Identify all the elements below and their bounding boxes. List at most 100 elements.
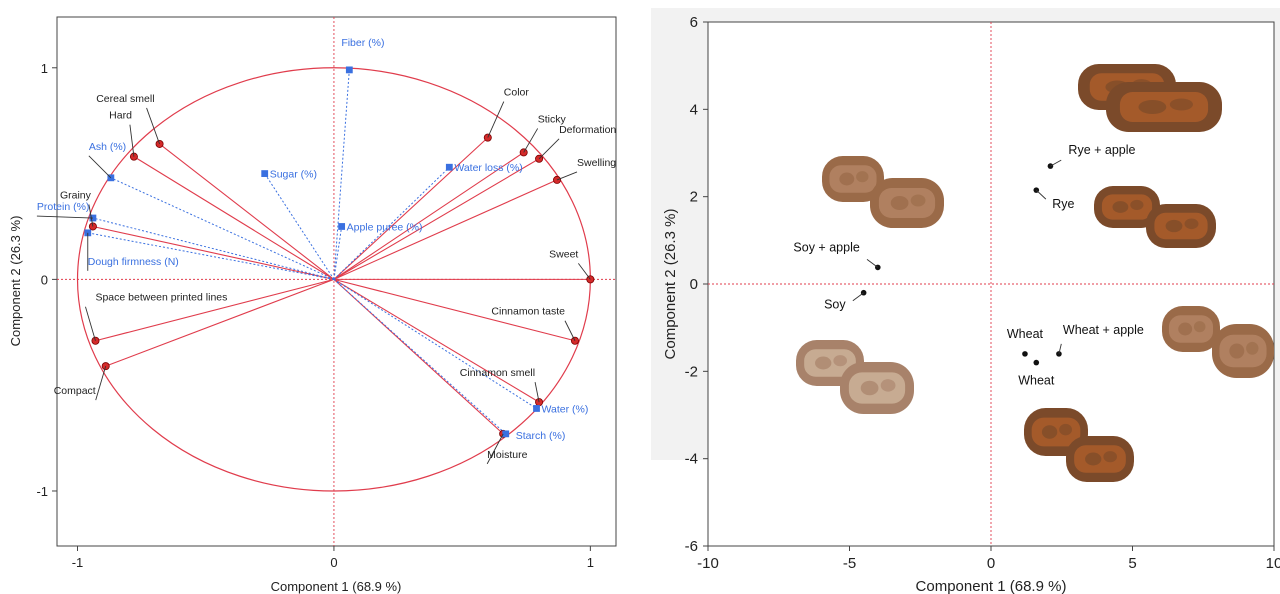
score-label-soy-apple: Soy + apple	[793, 240, 859, 254]
leader-deformation	[538, 138, 560, 160]
vector-ash	[110, 177, 335, 280]
x-tick-label: -10	[697, 555, 719, 572]
vector-moisture	[333, 278, 504, 435]
leader-swelling	[556, 171, 578, 181]
rye-apple-samples-photo	[1078, 64, 1222, 132]
bread-pore	[1169, 98, 1193, 111]
vector-starch	[333, 279, 507, 435]
y-tick-label: -4	[685, 451, 698, 468]
y-tick-label: -6	[685, 538, 698, 555]
label-fiber: Fiber (%)	[341, 37, 384, 49]
bread-pore	[1246, 341, 1259, 355]
y-tick-label: 6	[690, 14, 698, 31]
scores-y-ticks: -6 -4 -2 0 2 4 6	[685, 14, 708, 555]
point-water-loss	[445, 163, 453, 171]
y-tick-label: 0	[690, 276, 698, 293]
label-cereal-smell: Cereal smell	[96, 93, 154, 105]
bread-pore	[860, 380, 879, 396]
leader-cereal-smell	[146, 107, 160, 145]
rye-samples-photo	[1094, 186, 1216, 248]
point-fiber	[345, 66, 353, 74]
score-label-wheat: Wheat	[1007, 327, 1044, 341]
leader-cinnamon-smell	[534, 382, 540, 403]
bread-pore	[1178, 322, 1193, 336]
label-color: Color	[504, 87, 530, 99]
wheat-samples-photo	[1024, 408, 1134, 482]
score-point-rye-apple	[1047, 163, 1054, 169]
soy-apple-samples-photo	[822, 156, 944, 228]
point-ash	[107, 174, 115, 182]
bread-pore	[1041, 425, 1058, 439]
score-label-rye: Rye	[1052, 197, 1074, 211]
leader-rye-apple	[1050, 159, 1062, 167]
y-tick-label: -1	[36, 484, 48, 499]
bread-pore	[839, 172, 855, 186]
sample-photos	[796, 64, 1274, 482]
y-tick-label: 4	[690, 101, 698, 118]
label-water: Water (%)	[542, 403, 589, 415]
bread-pore	[833, 355, 847, 367]
label-cinnamon-taste: Cinnamon taste	[491, 306, 565, 318]
leader-grainy	[88, 204, 94, 227]
bread-pore	[1138, 100, 1167, 114]
x-tick-label: 0	[987, 555, 995, 572]
label-moisture: Moisture	[487, 449, 527, 461]
bread-pore	[815, 356, 832, 370]
leader-moisture	[486, 433, 504, 465]
loading-labels: Cereal smell Hard Grainy Space between prin…	[36, 37, 616, 465]
label-protein: Protein (%)	[37, 201, 90, 213]
vector-cinnamon-taste	[333, 278, 576, 342]
label-apple-puree: Apple puree (%)	[347, 221, 423, 233]
y-tick-label: -2	[685, 363, 698, 380]
y-tick-label: 0	[41, 272, 48, 287]
scores-x-axis-label: Component 1 (68.9 %)	[916, 578, 1067, 594]
scores-x-ticks: -10 -5 0 5 10	[697, 546, 1280, 572]
score-label-wheat-apple: Wheat + apple	[1063, 323, 1144, 337]
label-water-loss: Water loss (%)	[454, 162, 522, 174]
score-label-wheat: Wheat	[1018, 374, 1055, 388]
vector-color	[333, 137, 489, 280]
y-tick-label: 2	[690, 189, 698, 206]
vector-compact	[105, 278, 335, 367]
score-points: Rye + apple Rye Soy + apple Soy Wheat Wheat Wh…	[793, 143, 1144, 388]
leader-hard	[129, 124, 135, 157]
score-point-wheat-apple	[1056, 351, 1062, 357]
vector-cereal-smell	[159, 143, 335, 280]
bread-pore	[890, 196, 909, 210]
leader-sticky	[523, 128, 539, 153]
bread-pore	[1184, 218, 1199, 230]
bread-pore	[1165, 219, 1183, 233]
loadings-y-ticks: -1 0 1	[36, 61, 57, 499]
vector-fiber	[333, 69, 350, 280]
leader-space-between-printed-lines	[85, 306, 96, 341]
label-hard: Hard	[109, 110, 132, 122]
score-point-wheat	[1022, 351, 1028, 357]
label-sugar: Sugar (%)	[270, 169, 317, 181]
label-grainy: Grainy	[60, 189, 92, 201]
y-tick-label: 1	[41, 61, 48, 76]
loadings-plot: Cereal smell Hard Grainy Space between prin…	[8, 16, 617, 594]
point-sugar	[261, 170, 269, 177]
leader-compact	[95, 366, 107, 401]
label-deformation: Deformation	[559, 124, 616, 136]
leader-color	[487, 101, 505, 138]
loadings-y-axis-label: Component 2 (26.3 %)	[8, 216, 23, 347]
vector-deformation	[333, 158, 540, 280]
leader-protein	[36, 215, 93, 219]
vector-hard	[133, 156, 335, 280]
scores-y-axis-label: Component 2 (26.3 %)	[662, 209, 679, 360]
label-space-between-printed-lines: Space between printed lines	[95, 292, 227, 304]
point-cinnamon-taste	[570, 336, 579, 345]
label-ash: Ash (%)	[89, 141, 126, 153]
score-label-soy: Soy	[824, 298, 846, 312]
scores-plot: Rye + apple Rye Soy + apple Soy Wheat Wheat Wh…	[651, 8, 1280, 594]
bread-pore	[856, 171, 869, 183]
bread-pore	[1193, 321, 1206, 333]
wheat-apple-samples-photo	[1162, 306, 1274, 378]
vector-water-loss	[333, 166, 450, 280]
bread-pore	[1085, 452, 1102, 466]
loadings-x-axis-label: Component 1 (68.9 %)	[271, 579, 402, 594]
vector-sticky	[333, 151, 524, 280]
label-dough-firmness-n: Dough firmness (N)	[88, 256, 179, 268]
